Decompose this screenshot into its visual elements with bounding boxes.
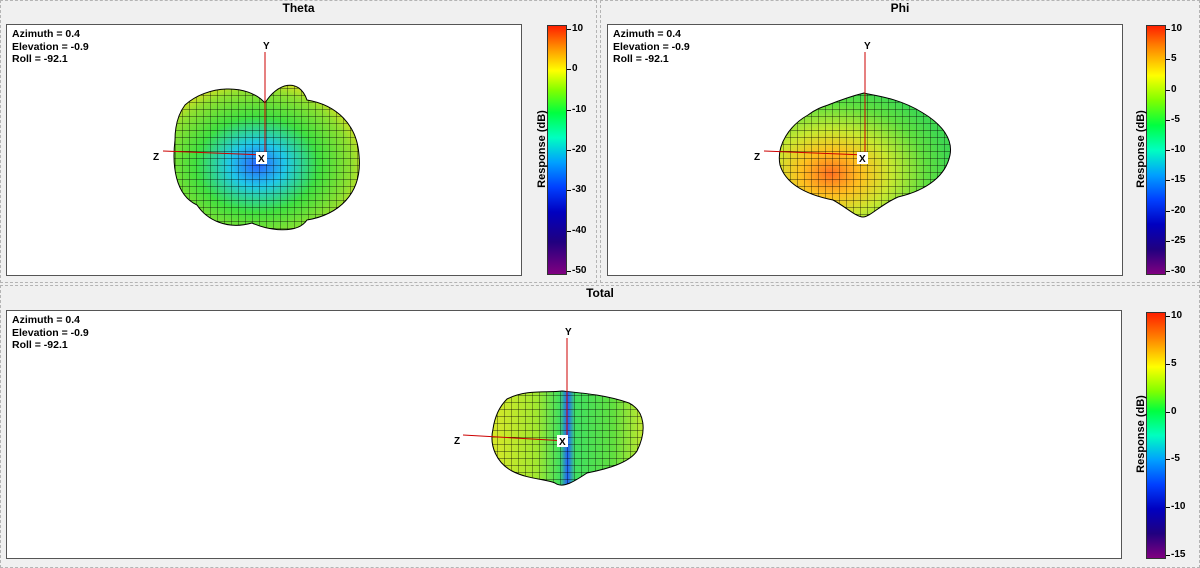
total-colorbar-tick-label: -15 (1171, 549, 1186, 560)
phi-colorbar-tick-mark (1166, 271, 1170, 272)
theta-y-axis-label: Y (263, 41, 270, 52)
total-colorbar-tick-label: 5 (1171, 358, 1177, 369)
total-colorbar-tick-label: -5 (1171, 453, 1180, 464)
phi-colorbar (1146, 25, 1166, 275)
total-colorbar-tick-mark (1166, 364, 1170, 365)
phi-colorbar-tick-mark (1166, 211, 1170, 212)
phi-colorbar-tick-label: 0 (1171, 84, 1177, 95)
theta-z-axis-label: Z (153, 152, 159, 163)
theta-colorbar-tick-label: -40 (572, 225, 587, 236)
theta-colorbar (547, 25, 567, 275)
theta-colorbar-tick-label: 10 (572, 23, 584, 34)
theta-colorbar-tick-mark (567, 110, 571, 111)
phi-colorbar-tick-mark (1166, 29, 1170, 30)
total-azimuth-readout: Azimuth = 0.4 (12, 314, 80, 326)
total-colorbar-tick-mark (1166, 555, 1170, 556)
total-colorbar-tick-mark (1166, 507, 1170, 508)
phi-colorbar-tick-mark (1166, 180, 1170, 181)
total-readout: Azimuth = 0.4 Elevation = -0.9 Roll = -9… (12, 314, 89, 352)
phi-colorbar-tick-mark (1166, 120, 1170, 121)
theta-colorbar-tick-mark (567, 69, 571, 70)
theta-colorbar-tick-label: -10 (572, 104, 587, 115)
theta-readout: Azimuth = 0.4 Elevation = -0.9 Roll = -9… (12, 28, 89, 66)
total-colorbar-tick-label: -10 (1171, 501, 1186, 512)
theta-colorbar-tick-mark (567, 150, 571, 151)
phi-colorbar-tick-label: -10 (1171, 144, 1186, 155)
theta-colorbar-tick-label: -50 (572, 265, 587, 276)
phi-x-axis-label: X (859, 154, 866, 165)
phi-colorbar-label: Response (dB) (1135, 110, 1147, 188)
theta-3d-pattern: Y Z X (153, 41, 360, 231)
phi-colorbar-tick-mark (1166, 241, 1170, 242)
phi-colorbar-tick-label: -20 (1171, 205, 1186, 216)
total-x-axis-label: X (559, 437, 566, 448)
theta-colorbar-tick-label: -30 (572, 184, 587, 195)
phi-colorbar-tick-label: -30 (1171, 265, 1186, 276)
total-colorbar-tick-mark (1166, 316, 1170, 317)
total-panel-title: Total (586, 286, 614, 300)
phi-y-axis-label: Y (864, 41, 871, 52)
phi-colorbar-tick-mark (1166, 90, 1170, 91)
phi-roll-readout: Roll = -92.1 (613, 53, 669, 65)
theta-colorbar-tick-label: 0 (572, 63, 578, 74)
total-colorbar-tick-mark (1166, 412, 1170, 413)
phi-3d-pattern: Y Z X (754, 41, 952, 218)
theta-z-axis-line (162, 150, 266, 156)
theta-panel-title: Theta (282, 1, 315, 15)
theta-colorbar-label: Response (dB) (536, 110, 548, 188)
total-colorbar-tick-mark (1166, 459, 1170, 460)
phi-colorbar-tick-label: -25 (1171, 235, 1186, 246)
phi-azimuth-readout: Azimuth = 0.4 (613, 28, 681, 40)
total-colorbar-tick-label: 0 (1171, 406, 1177, 417)
theta-colorbar-tick-mark (567, 231, 571, 232)
phi-colorbar-tick-label: -15 (1171, 174, 1186, 185)
total-z-axis-label: Z (454, 436, 460, 447)
total-plot-area[interactable]: Azimuth = 0.4 Elevation = -0.9 Roll = -9… (6, 310, 1122, 559)
theta-plot-area[interactable]: Azimuth = 0.4 Elevation = -0.9 Roll = -9… (6, 24, 522, 276)
theta-roll-readout: Roll = -92.1 (12, 53, 68, 65)
total-elevation-readout: Elevation = -0.9 (12, 326, 89, 339)
theta-colorbar-tick-mark (567, 190, 571, 191)
phi-z-axis-label: Z (754, 152, 760, 163)
total-3d-pattern: Y Z X (454, 327, 644, 486)
total-colorbar-label: Response (dB) (1135, 395, 1147, 473)
total-colorbar (1146, 312, 1166, 559)
phi-colorbar-tick-mark (1166, 150, 1170, 151)
total-y-axis-label: Y (565, 327, 572, 338)
phi-colorbar-tick-mark (1166, 59, 1170, 60)
total-z-axis-line (462, 434, 568, 442)
total-roll-readout: Roll = -92.1 (12, 339, 68, 351)
phi-panel-title: Phi (890, 1, 910, 15)
phi-plot-area[interactable]: Azimuth = 0.4 Elevation = -0.9 Roll = -9… (607, 24, 1123, 276)
total-colorbar-tick-label: 10 (1171, 310, 1183, 321)
phi-colorbar-tick-label: -5 (1171, 114, 1180, 125)
phi-z-axis-line (763, 150, 866, 156)
theta-x-axis-label: X (258, 154, 265, 165)
theta-colorbar-tick-label: -20 (572, 144, 587, 155)
theta-colorbar-tick-mark (567, 29, 571, 30)
theta-azimuth-readout: Azimuth = 0.4 (12, 28, 80, 40)
theta-panel-frame (0, 0, 597, 283)
theta-colorbar-tick-mark (567, 271, 571, 272)
theta-elevation-readout: Elevation = -0.9 (12, 40, 89, 53)
phi-readout: Azimuth = 0.4 Elevation = -0.9 Roll = -9… (613, 28, 690, 66)
phi-elevation-readout: Elevation = -0.9 (613, 40, 690, 53)
phi-colorbar-tick-label: 10 (1171, 23, 1183, 34)
phi-colorbar-tick-label: 5 (1171, 53, 1177, 64)
